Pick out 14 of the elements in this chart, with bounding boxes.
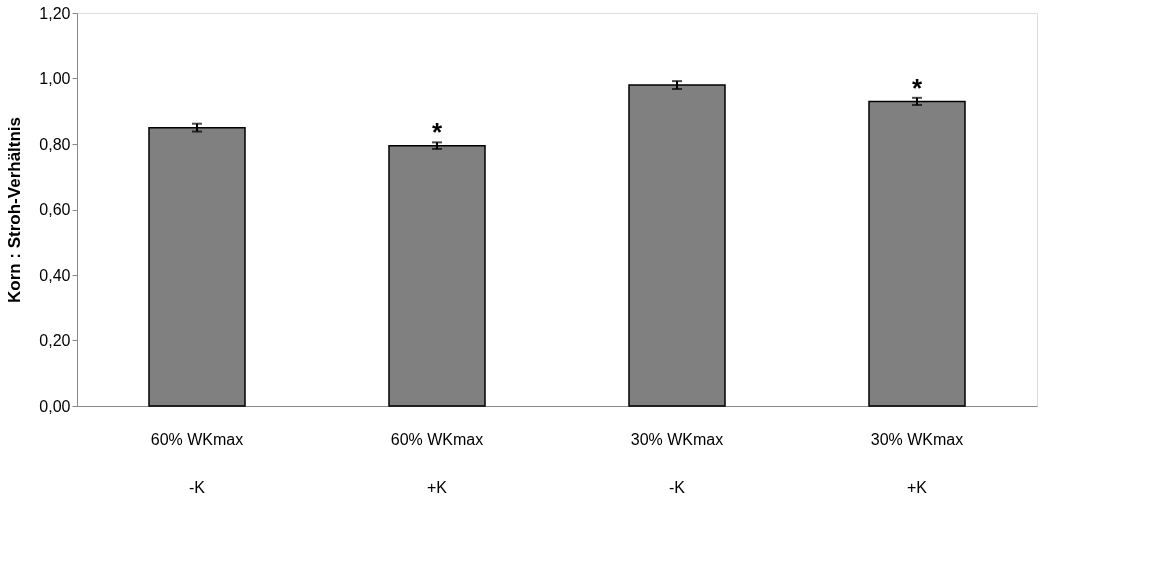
annotation: * — [911, 72, 923, 103]
y-tick-label: 0,60 — [39, 201, 71, 218]
category-label: 30% WKmax -K — [630, 430, 724, 496]
y-tick-label: 0,20 — [39, 332, 71, 349]
y-axis-title: Korn : Stroh-Verhältnis — [5, 116, 25, 304]
y-tick-label: 1,20 — [39, 4, 71, 22]
y-tick-label: 1,00 — [39, 70, 71, 87]
category-label: 60% WKmax +K — [390, 430, 484, 496]
category-label: 60% WKmax -K — [150, 430, 244, 496]
annotation: * — [431, 117, 443, 148]
category-label: 30% WKmax +K — [870, 430, 964, 496]
y-tick-label: 0,00 — [39, 397, 71, 415]
y-tick-label: 0,40 — [39, 266, 71, 284]
y-tick-label: 0,80 — [39, 135, 71, 153]
